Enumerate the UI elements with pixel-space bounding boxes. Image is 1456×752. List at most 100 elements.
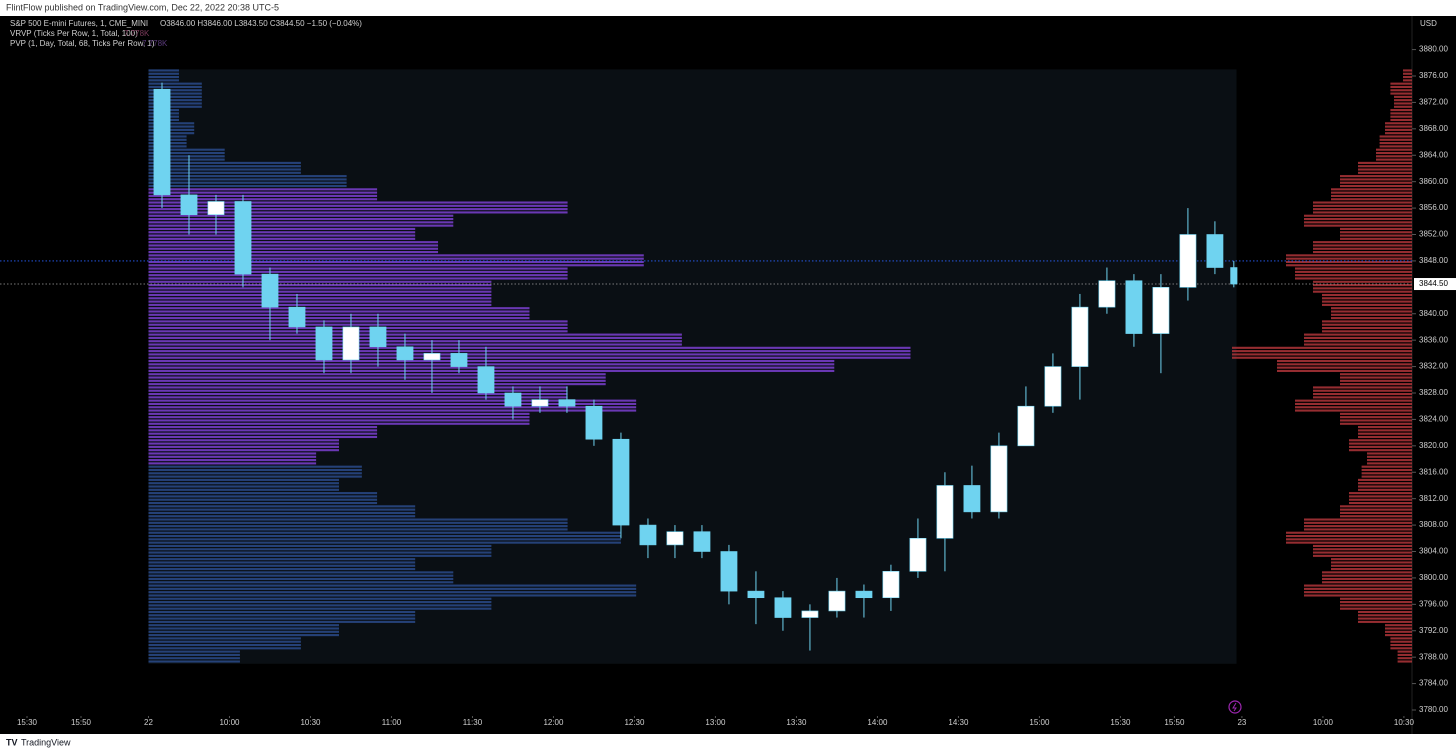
profile-row — [148, 571, 454, 574]
x-tick-label: 10:30 — [300, 718, 321, 727]
profile-row — [148, 650, 240, 653]
profile-row — [1349, 492, 1412, 495]
profile-row — [148, 601, 492, 604]
profile-row — [1331, 313, 1412, 316]
profile-row — [1331, 191, 1412, 194]
y-tick-label: 3828.00 — [1419, 388, 1448, 397]
profile-row — [148, 234, 416, 237]
profile-row — [1232, 346, 1412, 349]
profile-row — [1340, 178, 1412, 181]
profile-row — [1390, 640, 1412, 643]
profile-row — [1349, 498, 1412, 501]
profile-row — [1313, 244, 1412, 247]
profile-row — [148, 148, 225, 151]
profile-row — [1390, 118, 1412, 122]
profile-row — [1313, 247, 1412, 250]
profile-row — [148, 379, 606, 382]
profile-row — [148, 175, 347, 178]
candle-body — [666, 531, 684, 546]
profile-row — [1349, 449, 1412, 452]
profile-row — [1394, 102, 1412, 105]
profile-row — [148, 198, 378, 201]
profile-row — [1340, 597, 1412, 600]
candle-body — [1044, 366, 1062, 407]
profile-row — [1331, 310, 1412, 313]
profile-row — [1286, 254, 1412, 257]
x-tick-label: 22 — [144, 718, 153, 727]
profile-row — [1385, 630, 1412, 633]
profile-row — [148, 478, 339, 481]
brand-name: TradingView — [21, 737, 71, 747]
profile-row — [148, 171, 301, 174]
profile-row — [1322, 581, 1412, 584]
profile-row — [1313, 389, 1412, 392]
profile-row — [1376, 155, 1412, 158]
profile-row — [148, 640, 301, 643]
candle-body — [585, 405, 603, 440]
profile-row — [148, 587, 637, 590]
profile-row — [148, 221, 454, 224]
profile-row — [1277, 363, 1412, 366]
profile-row — [1340, 383, 1412, 386]
profile-row — [1397, 660, 1412, 663]
profile-row — [148, 482, 339, 485]
profile-row — [148, 505, 416, 508]
profile-row — [148, 508, 416, 511]
profile-row — [1322, 571, 1412, 574]
candle-body — [261, 273, 279, 308]
profile-row — [1367, 459, 1412, 462]
profile-row — [148, 184, 347, 188]
profile-row — [148, 449, 339, 452]
profile-row — [148, 125, 195, 128]
candle-body — [1152, 287, 1170, 334]
profile-row — [148, 620, 416, 623]
profile-row — [1376, 151, 1412, 155]
profile-row — [148, 416, 530, 419]
profile-row — [1379, 145, 1412, 148]
profile-row — [148, 231, 416, 234]
y-tick-label: 3812.00 — [1419, 494, 1448, 503]
profile-row — [148, 386, 568, 389]
profile-row — [148, 554, 492, 557]
profile-row — [1390, 112, 1412, 115]
candles — [153, 82, 1238, 651]
publisher-text: FlintFlow published on TradingView.com, … — [6, 2, 279, 12]
profile-row — [1403, 79, 1412, 82]
profile-row — [148, 105, 202, 108]
profile-row — [148, 277, 568, 280]
profile-row — [1340, 234, 1412, 237]
brand-logo: TV — [6, 737, 18, 747]
y-tick-label: 3796.00 — [1419, 599, 1448, 608]
profile-row — [148, 389, 568, 392]
y-tick-label: 3816.00 — [1419, 467, 1448, 476]
profile-row — [148, 634, 339, 637]
profile-row — [1340, 601, 1412, 604]
y-tick-label: 3832.00 — [1419, 362, 1448, 371]
price-label-box — [1414, 278, 1456, 291]
profile-row — [148, 591, 637, 594]
x-tick-label: 13:00 — [705, 718, 726, 727]
profile-row — [1403, 76, 1412, 79]
profile-row — [1361, 475, 1412, 478]
profile-row — [1322, 297, 1412, 300]
x-tick-label: 12:00 — [543, 718, 564, 727]
profile-row — [148, 194, 378, 197]
profile-row — [148, 267, 568, 270]
profile-row — [148, 76, 179, 79]
profile-row — [148, 617, 416, 620]
profile-row — [1358, 429, 1412, 432]
profile-row — [1277, 366, 1412, 369]
candle-body — [612, 438, 630, 526]
profile-row — [148, 227, 416, 230]
profile-row — [1286, 541, 1412, 544]
profile-row — [1385, 634, 1412, 637]
candle-body — [207, 201, 225, 215]
profile-row — [1358, 168, 1412, 171]
profile-row — [148, 340, 682, 343]
profile-row — [148, 251, 439, 254]
profile-row — [1313, 241, 1412, 244]
profile-row — [1340, 231, 1412, 234]
profile-row — [148, 521, 568, 524]
volume-profile — [1232, 69, 1412, 663]
profile-row — [148, 409, 637, 412]
